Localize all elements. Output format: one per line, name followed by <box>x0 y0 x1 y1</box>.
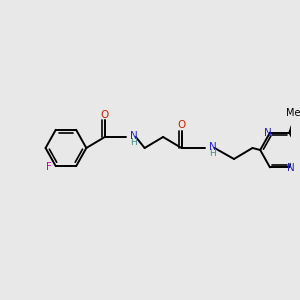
Text: O: O <box>177 121 186 130</box>
Text: H: H <box>209 149 215 158</box>
Text: H: H <box>130 138 137 147</box>
Text: N: N <box>130 131 138 141</box>
Text: Me: Me <box>286 108 300 118</box>
Text: N: N <box>209 142 217 152</box>
Text: N: N <box>287 163 295 173</box>
Text: N: N <box>264 128 272 138</box>
Text: F: F <box>46 162 52 172</box>
Text: O: O <box>101 110 109 119</box>
